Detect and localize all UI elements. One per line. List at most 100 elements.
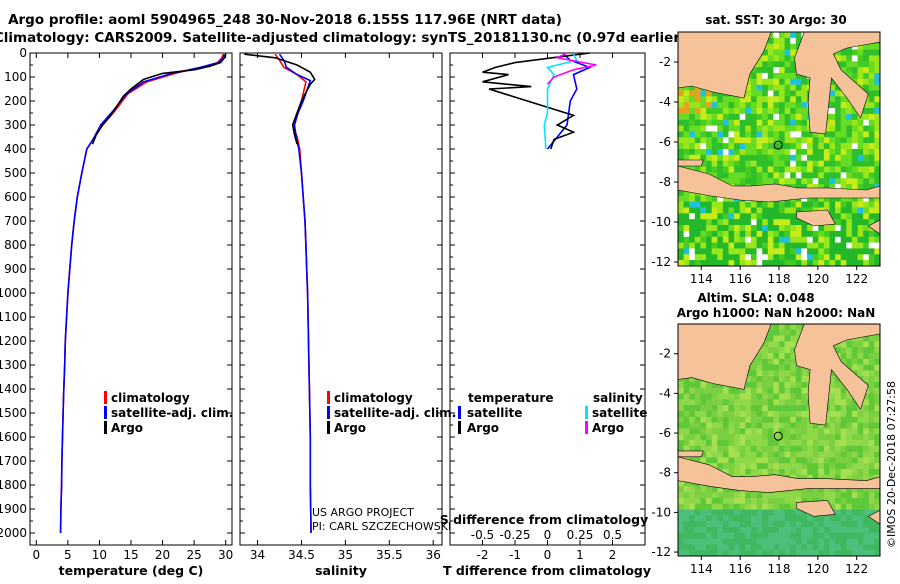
map-cell (835, 509, 842, 516)
map-cell (801, 521, 808, 528)
map-cell (678, 515, 684, 522)
map-cell (795, 405, 802, 412)
map-cell (829, 486, 836, 493)
map-cell (779, 72, 785, 80)
map-cell (762, 213, 769, 220)
map-cell (717, 230, 724, 238)
depth-tick-label: 1200 (0, 334, 27, 348)
lat-tick-label: -2 (659, 55, 671, 69)
map-cell (756, 61, 763, 68)
map-cell (868, 236, 875, 244)
map-cell (823, 236, 830, 244)
map-cell (756, 492, 763, 499)
map-cell (784, 90, 791, 97)
map-cell (784, 422, 791, 429)
map-cell (790, 492, 797, 499)
map-cell (678, 254, 684, 261)
map-cell (851, 67, 858, 74)
map-cell (835, 96, 842, 103)
map-cell (779, 457, 785, 464)
map-cell (700, 440, 707, 447)
map-cell (767, 248, 774, 255)
map-cell (762, 90, 769, 97)
map-cell (868, 260, 875, 267)
map-cell (818, 131, 825, 138)
map-cell (795, 178, 802, 185)
map-cell (722, 166, 729, 173)
map-cell (683, 254, 690, 261)
map-cell (784, 213, 791, 220)
map-cell (762, 230, 769, 238)
map-cell (773, 411, 780, 418)
map-cell (829, 230, 836, 238)
map-cell (683, 113, 690, 121)
map-cell (829, 527, 836, 534)
map-cell (857, 207, 864, 214)
map-cell (717, 463, 724, 470)
map-cell (734, 225, 741, 232)
map-cell (678, 538, 684, 545)
map-cell (773, 108, 780, 115)
map-cell (784, 521, 791, 528)
map-cell (722, 440, 729, 447)
lat-tick-label: -10 (651, 215, 671, 229)
map-cell (756, 428, 763, 435)
map-cell (840, 108, 847, 115)
map-cell (756, 131, 763, 138)
map-cell (700, 201, 707, 208)
map-cell (784, 457, 791, 464)
map-cell (801, 254, 808, 261)
map-cell (823, 440, 830, 447)
map-cell (739, 445, 746, 452)
map-cell (678, 480, 684, 487)
map-cell (868, 445, 875, 452)
map-cell (762, 364, 769, 371)
map-cell (790, 219, 797, 226)
map-cell (868, 108, 875, 115)
map-cell (767, 78, 774, 86)
map-cell (863, 225, 870, 232)
map-cell (795, 329, 802, 336)
map-cell (829, 469, 836, 476)
map-cell (678, 498, 684, 505)
map-cell (863, 125, 870, 132)
map-cell (767, 492, 774, 499)
map-cell (683, 201, 690, 208)
map-cell (767, 131, 774, 138)
map-cell (863, 503, 870, 510)
map-cell (863, 515, 870, 522)
map-cell (818, 154, 825, 162)
map-cell (678, 509, 684, 516)
map-cell (711, 509, 718, 516)
map-cell (700, 119, 707, 127)
map-cell (745, 416, 752, 423)
map-cell (846, 119, 853, 127)
map-cell (851, 125, 858, 132)
map-cell (784, 550, 791, 557)
map-cell (678, 428, 684, 435)
map-cell (745, 230, 752, 238)
series-line-t-satellite (546, 53, 592, 150)
map-cell (734, 242, 741, 249)
map-cell (784, 544, 791, 551)
map-cell (767, 370, 774, 377)
map-cell (773, 55, 780, 62)
map-cell (868, 411, 875, 418)
map-cell (857, 242, 864, 249)
map-cell (739, 125, 746, 132)
map-cell (711, 416, 718, 423)
map-cell (739, 498, 746, 505)
map-cell (678, 207, 684, 214)
map-cell (706, 207, 713, 214)
map-cell (706, 108, 713, 115)
map-cell (823, 532, 830, 539)
map-cell (767, 207, 774, 214)
map-cell (818, 538, 825, 545)
map-cell (874, 61, 881, 68)
map-cell (790, 213, 797, 220)
map-cell (750, 509, 757, 516)
map-cell (863, 102, 870, 109)
series-line-argo (91, 53, 227, 145)
s-tick-label: -0.25 (499, 528, 530, 542)
legend-satellite-swatch (104, 406, 107, 419)
